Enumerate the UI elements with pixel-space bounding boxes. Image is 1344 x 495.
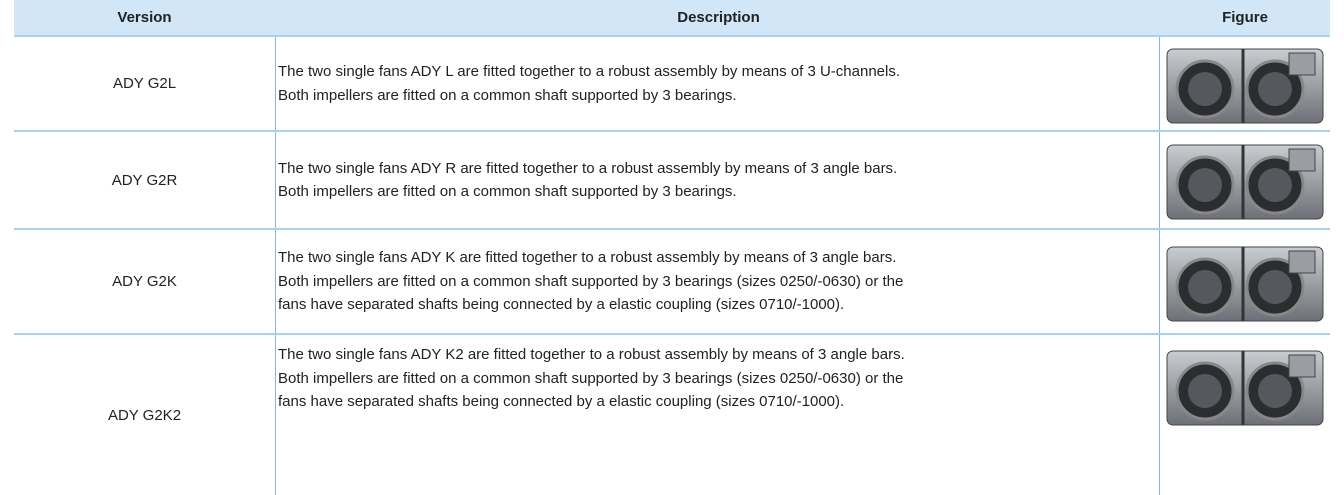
description-line: fans have separated shafts being connect… [278,296,845,314]
description-line: Both impellers are fitted on a common sh… [278,86,737,104]
header-cell: Figure [1222,9,1268,26]
fan-figure [1166,350,1324,426]
description: The two single fans ADY K are fitted tog… [278,246,903,317]
table-row: ADY G2K The two single fans ADY K are fit… [14,230,1330,335]
page: Version Description Figure ADY G2L The two s… [14,0,1330,495]
header-cell: Description [275,0,1160,35]
figure-cell [1160,335,1330,495]
version-cell: ADY G2L [112,75,177,92]
description-line: Both impellers are fitted on a common sh… [278,272,904,290]
description-line: The two single fans ADY K2 are fitted to… [278,346,905,363]
description: The two single fans ADY L are fitted tog… [278,60,900,107]
fan-figure [1166,144,1324,220]
description-line: Both impellers are fitted on a common sh… [278,183,737,200]
figure-cell [1160,37,1330,130]
description-cell: The two single fans ADY R are fitted tog… [275,132,1160,228]
fan-figure [1166,48,1324,123]
description: The two single fans ADY K2 are fitted to… [278,343,905,414]
version-cell: ADY G2K2 [107,406,182,424]
description-line: The two single fans ADY R are fitted tog… [278,159,898,177]
description: The two single fans ADY R are fitted tog… [278,157,897,204]
table-row: ADY G2K2 The two single fans ADY K2 are f… [14,335,1330,495]
description-cell: The two single fans ADY K2 are fitted to… [275,335,1160,495]
table-row: ADY G2L The two single fans ADY L are fit… [14,37,1330,132]
product-table: Version Description Figure ADY G2L The two s… [14,0,1330,495]
header-row: Version Description Figure [14,0,1330,37]
description-line: The two single fans ADY K are fitted tog… [278,249,897,267]
figure-cell [1160,132,1330,228]
description-cell: The two single fans ADY L are fitted tog… [275,37,1160,130]
description-cell: The two single fans ADY K are fitted tog… [275,230,1160,333]
figure-cell [1160,230,1330,333]
description-line: fans have separated shafts being connect… [278,393,845,410]
description-line: The two single fans ADY L are fitted tog… [278,63,901,80]
description-line: Both impellers are fitted on a common sh… [278,369,904,387]
version-cell: ADY G2R [111,171,178,189]
header-cell: Version [117,9,172,26]
version-cell: ADY G2K [112,273,177,290]
table-row: ADY G2R The two single fans ADY R are fit… [14,132,1330,230]
fan-figure [1166,246,1324,321]
